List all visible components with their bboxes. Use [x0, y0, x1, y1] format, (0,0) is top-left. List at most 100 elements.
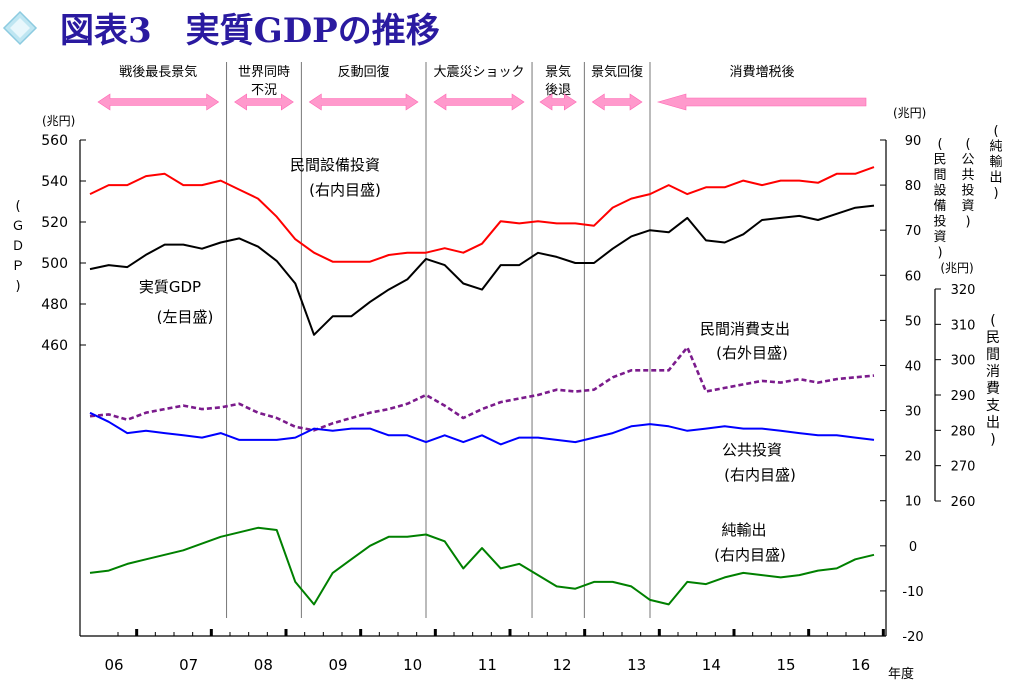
series-label: 民間設備投資 (右内目盛)	[290, 156, 381, 199]
year-tick-label: 07	[179, 656, 198, 674]
right-inner-axis-title: (公共投資)	[961, 137, 974, 230]
right-inner-axis-tick-label: 70	[905, 224, 922, 239]
svg-text:民: 民	[986, 330, 1000, 346]
left-axis-tick-label: 480	[41, 297, 68, 313]
left-axis-unit: (兆円)	[42, 114, 75, 128]
phase-arrow-icon	[234, 93, 294, 111]
left-axis-tick-label: 560	[41, 133, 68, 149]
year-tick-label: 06	[104, 656, 123, 674]
phase-label: 消費増税後	[729, 65, 794, 80]
series-label: 民間消費支出 (右外目盛)	[700, 320, 790, 362]
right-inner-axis-tick-label: 80	[905, 179, 922, 194]
chart-series	[89, 166, 875, 606]
svg-text:設: 設	[933, 183, 946, 199]
svg-text:公: 公	[961, 153, 974, 168]
svg-text:Ｇ: Ｇ	[11, 219, 24, 234]
svg-text:費: 費	[986, 381, 1000, 397]
svg-text:(: (	[937, 137, 942, 152]
svg-text:民: 民	[933, 153, 946, 168]
series-label: 公共投資 (右内目盛)	[722, 441, 796, 484]
phase-4: 大震災ショック	[425, 62, 525, 618]
phase-label: 景気回復	[591, 64, 643, 80]
right-inner-axis-tick-label: 90	[905, 134, 922, 149]
svg-text:): )	[990, 432, 995, 448]
series-label: 純輸出 (右内目盛)	[714, 521, 786, 564]
right-inner-axis-tick-label: 60	[905, 269, 922, 284]
year-tick-label: 11	[478, 656, 497, 674]
series-axis-note: (左目盛)	[157, 308, 214, 326]
right-inner-axis-tick-label: 30	[905, 405, 922, 420]
right-inner-axis-title: (民間設備投資)	[933, 137, 946, 261]
svg-text:資: 資	[961, 199, 974, 214]
year-tick-label: 09	[328, 656, 347, 674]
year-tick-label: 13	[627, 656, 646, 674]
phase-arrow-icon	[591, 93, 643, 111]
series-name: 実質GDP	[139, 278, 201, 296]
right-outer-axis-tick-label: 290	[951, 389, 976, 404]
chart-axes: (兆円) (ＧＤＰ) 460 480 500 520 540 560 (兆円) -20 -10 0 10…	[11, 106, 1002, 682]
right-outer-axis-title: (民間消費支出)	[986, 313, 1000, 448]
year-tick-label: 12	[552, 656, 571, 674]
series-name: 純輸出	[721, 521, 766, 539]
svg-text:(: (	[990, 313, 995, 329]
chart-labels: 実質GDP (左目盛) 民間設備投資 (右内目盛) 民間消費支出 (右外目盛) 公共投資 (右…	[139, 156, 796, 564]
svg-text:支: 支	[986, 398, 1000, 414]
phase-arrow-icon	[539, 93, 577, 111]
phase-arrow-icon	[308, 93, 419, 111]
right-inner-axis-unit: (兆円)	[893, 106, 926, 120]
page-title: 図表3 実質GDPの推移	[60, 11, 440, 51]
svg-text:): )	[937, 246, 942, 261]
series-line-2	[89, 166, 875, 263]
right-inner-axis-title: (純輸出)	[989, 124, 1002, 201]
svg-text:): )	[965, 215, 970, 230]
right-inner-axis-tick-label: 20	[905, 450, 922, 465]
right-outer-axis-tick-label: 270	[951, 460, 976, 475]
svg-text:備: 備	[933, 198, 946, 214]
phase-label: 景気	[545, 64, 571, 80]
right-outer-axis-tick-label: 260	[951, 495, 976, 510]
phase-1: 戦後最長景気	[97, 64, 220, 111]
left-axis-tick-label: 520	[41, 215, 68, 231]
right-inner-axis-tick-label: 0	[909, 540, 917, 555]
phase-label: 大震災ショック	[434, 65, 525, 80]
phase-arrow-icon	[656, 93, 867, 111]
series-line-1	[89, 204, 875, 336]
year-tick-label: 16	[851, 656, 870, 674]
right-outer-axis-tick-label: 280	[951, 424, 976, 439]
left-axis-title: ( ＧＤＰ)	[11, 199, 24, 294]
svg-text:間: 間	[933, 168, 946, 183]
x-axis-unit: 年度	[888, 666, 914, 682]
series-axis-note: (右内目盛)	[714, 546, 786, 564]
series-axis-note: (右内目盛)	[724, 466, 796, 484]
right-inner-axis-tick-label: 10	[905, 495, 922, 510]
right-inner-axis-tick-label: 40	[905, 359, 922, 374]
svg-text:(: (	[993, 124, 998, 139]
right-outer-axis-tick-label: 310	[951, 318, 976, 333]
right-inner-axis-tick-label: -10	[902, 585, 923, 600]
svg-text:間: 間	[986, 347, 1000, 363]
right-inner-axis-tick-label: -20	[902, 630, 923, 645]
right-outer-axis-tick-label: 300	[951, 354, 976, 369]
right-outer-axis-tick-label: 320	[951, 283, 976, 298]
svg-text:共: 共	[961, 168, 974, 183]
series-axis-note: (右内目盛)	[309, 181, 381, 199]
svg-text:): )	[15, 279, 20, 294]
left-axis-tick-label: 540	[41, 174, 68, 190]
right-inner-axis-tick-label: 50	[905, 314, 922, 329]
svg-text:Ｄ: Ｄ	[11, 239, 24, 254]
series-axis-note: (右外目盛)	[716, 344, 788, 362]
svg-text:(: (	[15, 199, 20, 214]
phase-arrow-icon	[97, 93, 220, 111]
phase-label: 世界同時	[238, 65, 290, 80]
svg-text:Ｐ: Ｐ	[11, 259, 24, 274]
svg-text:純: 純	[989, 140, 1002, 155]
phase-3: 反動回復	[300, 62, 419, 618]
year-tick-label: 15	[776, 656, 795, 674]
svg-text:投: 投	[933, 214, 946, 230]
svg-text:消: 消	[986, 364, 1000, 380]
phase-label: 不況	[251, 83, 277, 98]
